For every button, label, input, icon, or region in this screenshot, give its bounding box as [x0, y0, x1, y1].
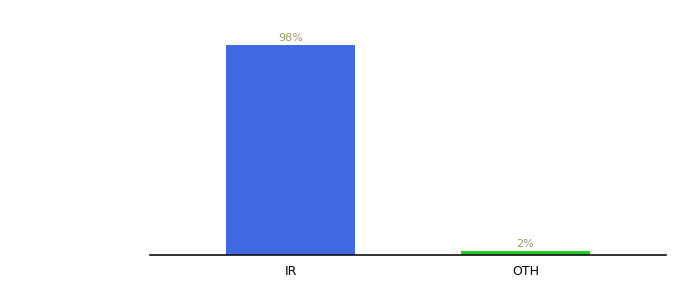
Bar: [461, 251, 590, 255]
Text: 98%: 98%: [278, 33, 303, 43]
Text: 2%: 2%: [517, 238, 534, 249]
Bar: [226, 45, 355, 255]
